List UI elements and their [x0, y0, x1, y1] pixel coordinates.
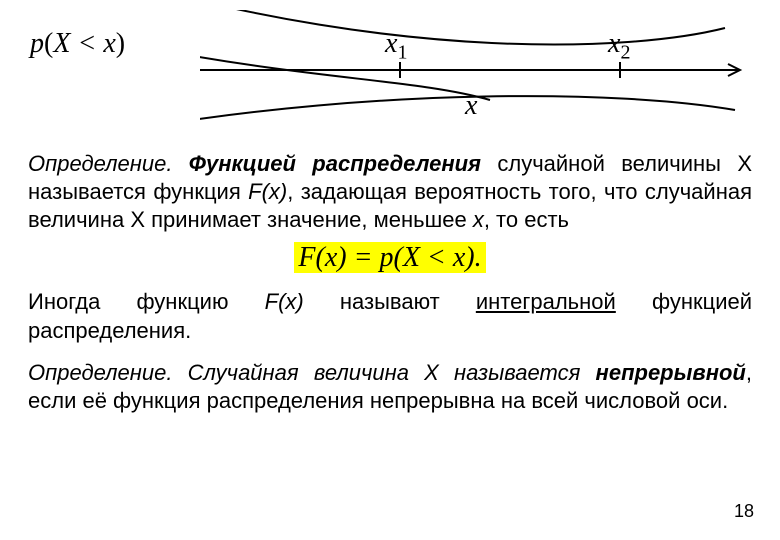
- p2-pre: Иногда функцию: [28, 289, 265, 314]
- p2-fx: F(x): [265, 289, 304, 314]
- p2-mid: называют: [304, 289, 476, 314]
- page-root: p(X < x) x1 x2 x: [0, 0, 780, 540]
- formula-highlighted: F(x) = p(X < x).: [294, 242, 485, 273]
- x1-label: x1: [385, 28, 407, 65]
- def1-x: х: [473, 207, 484, 232]
- x-axis-label: x: [465, 90, 477, 122]
- x2-label: x2: [608, 28, 630, 65]
- number-line-diagram: x1 x2 x: [200, 10, 760, 130]
- definition-formula: F(x) = p(X < x).: [28, 242, 752, 274]
- text-content: Определение. Функцией распределения случ…: [0, 140, 780, 415]
- def1-term: Функцией распределения: [189, 151, 481, 176]
- page-number: 18: [734, 501, 754, 522]
- probability-expression: p(X < x): [30, 28, 125, 60]
- def2-pre: Определение. Случайная величина Х называ…: [28, 360, 596, 385]
- def1-fx: F(x): [248, 179, 287, 204]
- paragraph-integral: Иногда функцию F(x) называют интегрально…: [28, 288, 752, 344]
- diagram-svg: [200, 10, 760, 130]
- definition-1: Определение. Функцией распределения случ…: [28, 150, 752, 234]
- definition-2: Определение. Случайная величина Х называ…: [28, 359, 752, 415]
- p2-underline: интегральной: [476, 289, 616, 314]
- top-figure-area: p(X < x) x1 x2 x: [0, 0, 780, 140]
- def1-text-c: , то есть: [484, 207, 569, 232]
- def2-term: непрерывной: [596, 360, 746, 385]
- def1-prefix: Определение.: [28, 151, 189, 176]
